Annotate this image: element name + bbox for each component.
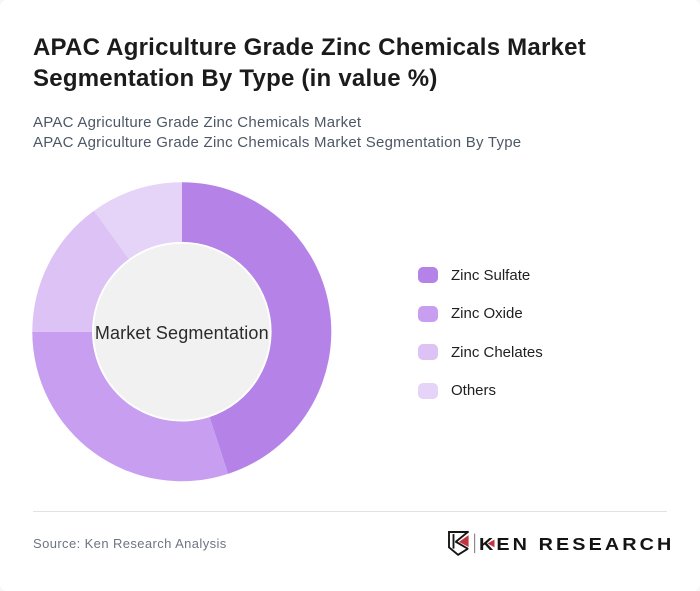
svg-text:KEN RESEARCH: KEN RESEARCH bbox=[479, 534, 673, 554]
